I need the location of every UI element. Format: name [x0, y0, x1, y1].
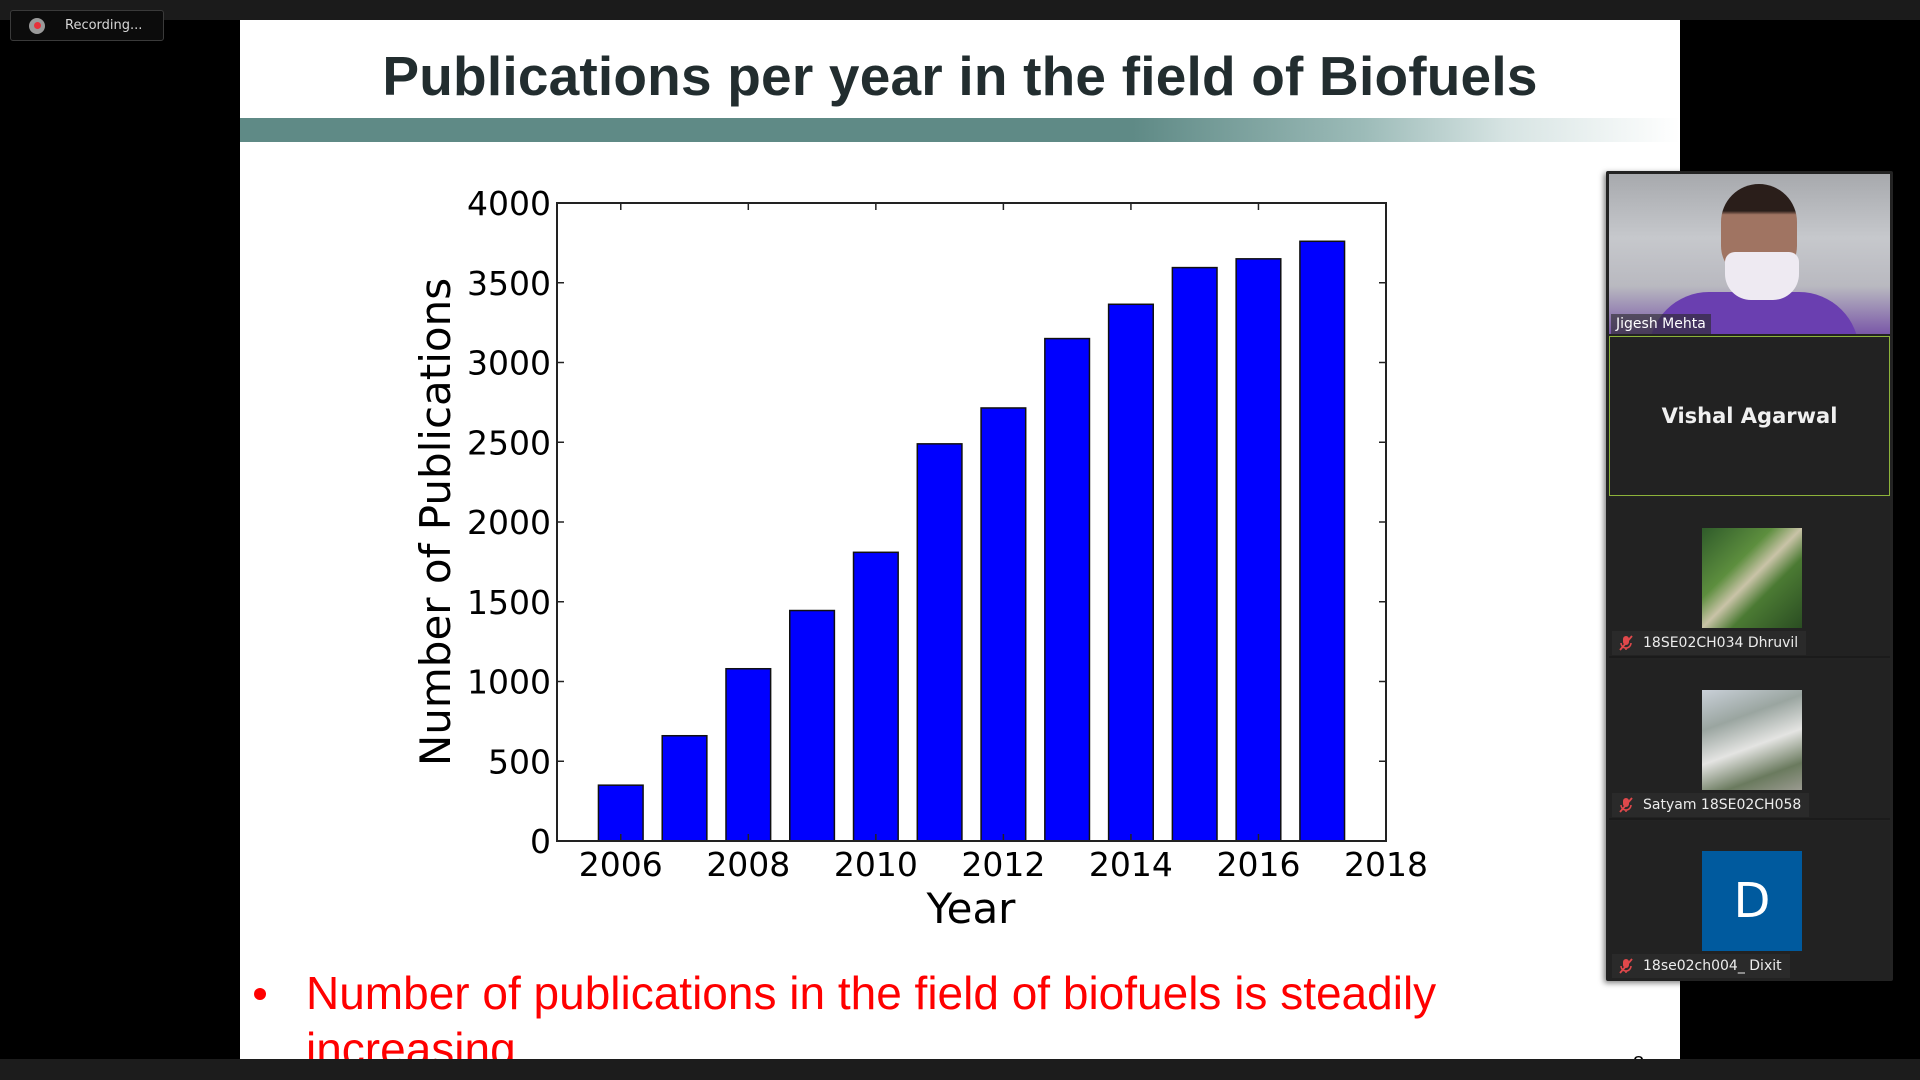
name-bar: Satyam 18SE02CH058	[1612, 793, 1810, 817]
y-tick-label: 3000	[467, 344, 551, 383]
y-tick-label: 4000	[467, 184, 551, 223]
name-bar: 18se02ch004_ Dixit	[1612, 954, 1790, 978]
y-axis-label: Number of Publications	[411, 278, 460, 766]
participant-tile[interactable]: D 18se02ch004_ Dixit	[1609, 821, 1890, 981]
avatar	[1702, 690, 1802, 790]
participant-name: Satyam 18SE02CH058	[1643, 797, 1802, 813]
mic-muted-icon	[1619, 958, 1633, 974]
bar-2006	[597, 784, 644, 842]
x-tick-label: 2016	[1216, 845, 1300, 884]
bottom-bar	[0, 1059, 1920, 1080]
bar-2007	[661, 734, 708, 842]
top-bar	[0, 0, 1920, 20]
bar-2010	[852, 551, 899, 842]
title-band	[240, 118, 1680, 142]
x-tick-label: 2010	[834, 845, 918, 884]
avatar	[1702, 528, 1802, 628]
slide-title: Publications per year in the field of Bi…	[382, 45, 1538, 107]
participant-name: Jigesh Mehta	[1611, 314, 1711, 334]
participant-name: 18se02ch004_ Dixit	[1643, 958, 1782, 974]
bar-chart: 0 500 1000 1500 2000 2500 3000 3500 4000 2006 200…	[411, 184, 1428, 933]
bar-2011	[916, 443, 963, 842]
bar-2009	[789, 609, 836, 842]
bar-2015	[1171, 266, 1218, 842]
x-tick-label: 2006	[579, 845, 663, 884]
y-tick-label: 2500	[467, 423, 551, 462]
avatar-initial: D	[1702, 851, 1802, 951]
participants-panel: Jigesh Mehta Vishal Agarwal 18SE02CH034 …	[1606, 171, 1893, 981]
recording-label: Recording...	[65, 18, 143, 33]
participant-tile-active-speaker[interactable]: Vishal Agarwal	[1609, 336, 1890, 496]
x-tick-label: 2014	[1089, 845, 1173, 884]
y-tick-label: 0	[530, 822, 551, 861]
bullet-point: Number of publications in the field of b…	[254, 965, 1554, 1059]
x-tick-label: 2008	[706, 845, 790, 884]
bar-2012	[980, 407, 1027, 842]
x-axis-label: Year	[926, 884, 1017, 933]
x-tick-label: 2018	[1344, 845, 1428, 884]
bullet-text: Number of publications in the field of b…	[306, 967, 1437, 1059]
x-tick-label: 2012	[961, 845, 1045, 884]
participant-tile-video[interactable]: Jigesh Mehta	[1609, 174, 1890, 334]
bullet-icon	[254, 988, 266, 1000]
y-tick-label: 1000	[467, 663, 551, 702]
bar-2017	[1299, 240, 1346, 842]
face-mask	[1725, 252, 1799, 300]
participant-tile[interactable]: 18SE02CH034 Dhruvil	[1609, 498, 1890, 658]
participant-name: 18SE02CH034 Dhruvil	[1643, 635, 1799, 651]
mic-muted-icon	[1619, 797, 1633, 813]
shared-slide: Publications per year in the field of Bi…	[240, 20, 1680, 1059]
slide-page-number: 8	[1633, 1053, 1644, 1059]
bar-2013	[1044, 337, 1091, 842]
y-tick-label: 3500	[467, 264, 551, 303]
participant-tile[interactable]: Satyam 18SE02CH058	[1609, 660, 1890, 820]
y-tick-label: 2000	[467, 503, 551, 542]
record-icon	[29, 17, 45, 34]
mic-muted-icon	[1619, 635, 1633, 651]
recording-indicator[interactable]: Recording...	[10, 10, 164, 41]
bar-2014	[1107, 303, 1154, 842]
y-tick-label: 500	[488, 742, 551, 781]
name-bar: 18SE02CH034 Dhruvil	[1612, 631, 1807, 655]
y-tick-label: 1500	[467, 583, 551, 622]
bar-2016	[1235, 258, 1282, 842]
bar-2008	[725, 667, 772, 842]
participant-name: Vishal Agarwal	[1661, 404, 1838, 428]
